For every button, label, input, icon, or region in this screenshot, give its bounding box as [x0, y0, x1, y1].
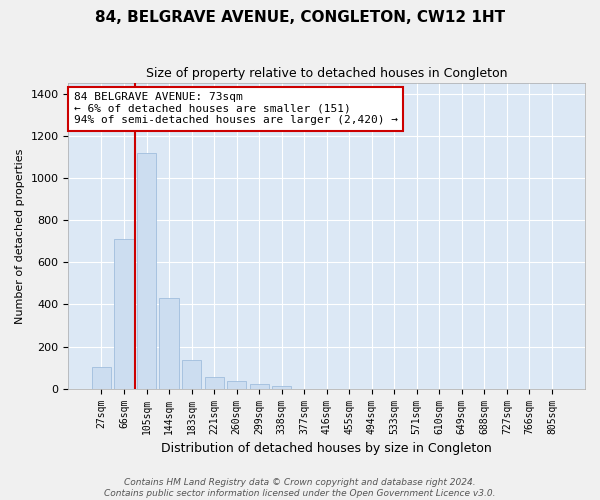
Bar [137, 152, 156, 388]
Bar [160, 298, 179, 388]
Text: 84, BELGRAVE AVENUE, CONGLETON, CW12 1HT: 84, BELGRAVE AVENUE, CONGLETON, CW12 1HT [95, 10, 505, 25]
Bar [182, 360, 201, 388]
Text: 84 BELGRAVE AVENUE: 73sqm
← 6% of detached houses are smaller (151)
94% of semi-: 84 BELGRAVE AVENUE: 73sqm ← 6% of detach… [74, 92, 398, 126]
Text: Contains HM Land Registry data © Crown copyright and database right 2024.
Contai: Contains HM Land Registry data © Crown c… [104, 478, 496, 498]
Y-axis label: Number of detached properties: Number of detached properties [15, 148, 25, 324]
X-axis label: Distribution of detached houses by size in Congleton: Distribution of detached houses by size … [161, 442, 492, 455]
Bar [115, 239, 134, 388]
Bar [250, 384, 269, 388]
Title: Size of property relative to detached houses in Congleton: Size of property relative to detached ho… [146, 68, 508, 80]
Bar [205, 377, 224, 388]
Bar [92, 366, 111, 388]
Bar [227, 382, 246, 388]
Bar [272, 386, 291, 388]
